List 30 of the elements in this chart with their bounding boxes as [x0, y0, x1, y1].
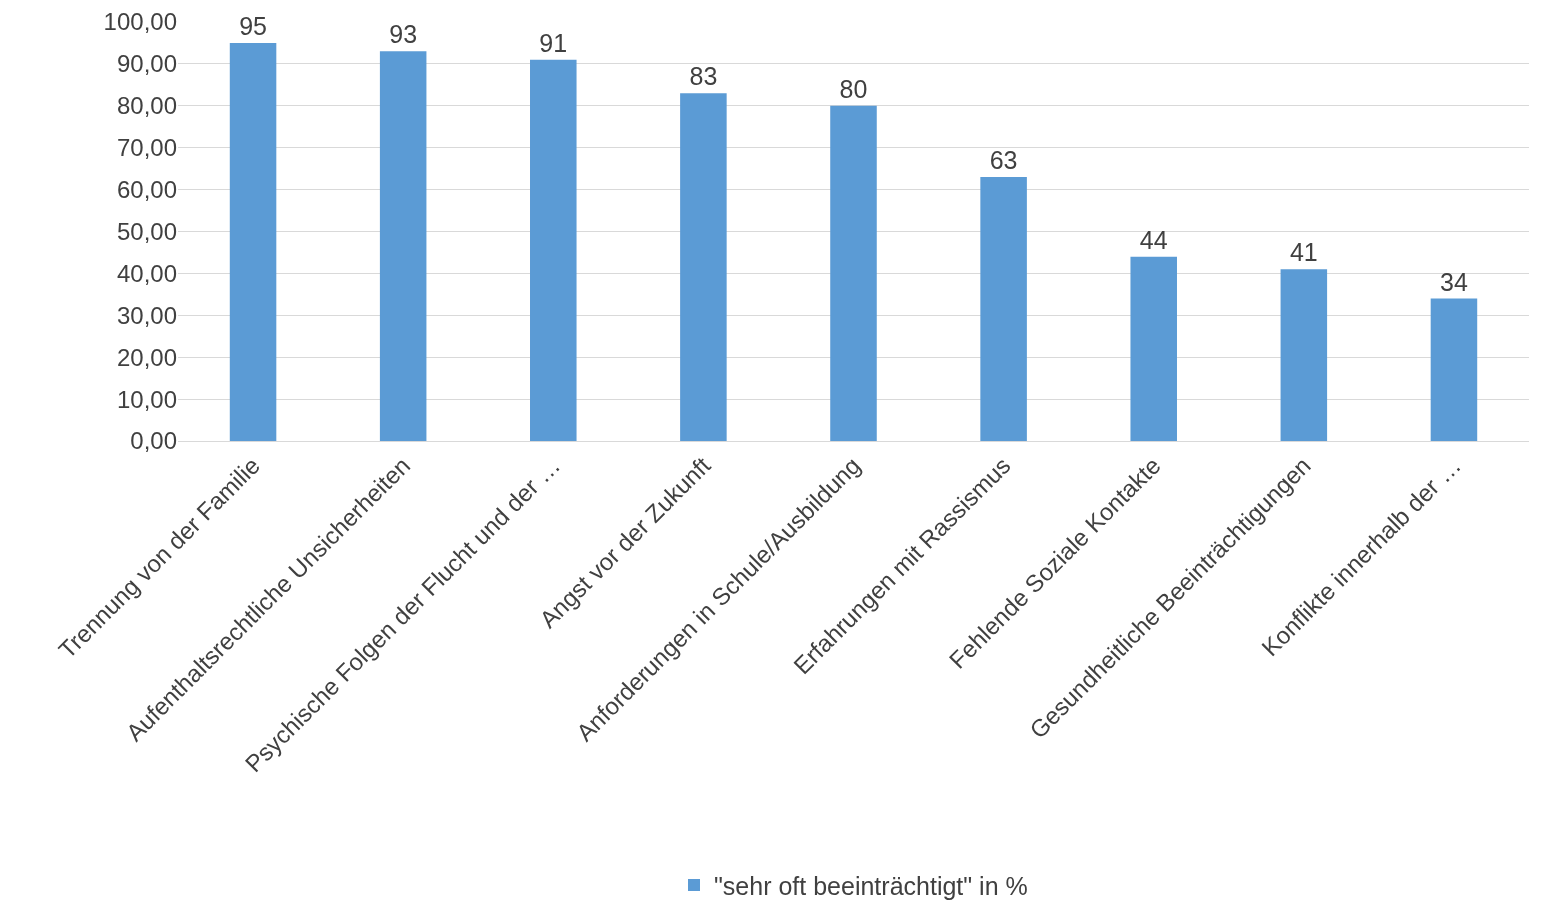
bar — [530, 59, 577, 441]
y-tick-label: 100,00 — [103, 8, 177, 36]
bar — [1430, 298, 1478, 441]
data-label: 93 — [389, 20, 418, 49]
data-label: 83 — [689, 62, 718, 91]
data-label: 91 — [539, 28, 568, 57]
y-tick-label: 90,00 — [116, 50, 177, 78]
y-tick-label: 0,00 — [130, 427, 177, 455]
y-tick-label: 70,00 — [116, 134, 177, 162]
bar — [680, 93, 727, 441]
data-label: 95 — [239, 11, 267, 40]
data-label: 44 — [1139, 225, 1168, 254]
bar — [229, 42, 277, 441]
bar — [1130, 256, 1177, 441]
y-tick-label: 80,00 — [116, 92, 177, 120]
y-tick-label: 10,00 — [116, 385, 177, 413]
y-tick-label: 50,00 — [116, 217, 177, 245]
data-label: 34 — [1439, 267, 1468, 296]
y-tick-label: 40,00 — [116, 259, 177, 287]
y-tick-label: 30,00 — [116, 301, 177, 329]
legend-label: "sehr oft beeinträchtigt" in % — [714, 871, 1028, 900]
bar — [830, 105, 877, 441]
data-label: 63 — [989, 146, 1018, 175]
bar — [980, 177, 1027, 441]
data-label: 80 — [839, 74, 868, 103]
data-label: 41 — [1289, 238, 1318, 267]
y-tick-label: 60,00 — [116, 176, 177, 203]
bar — [1280, 269, 1328, 441]
bar — [379, 51, 427, 441]
y-tick-label: 20,00 — [116, 343, 177, 371]
